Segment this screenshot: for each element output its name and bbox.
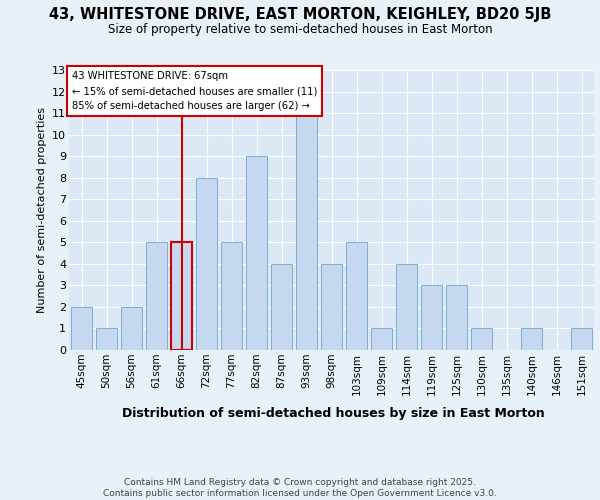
Bar	[571, 328, 592, 350]
Bar	[446, 286, 467, 350]
Text: Contains HM Land Registry data © Crown copyright and database right 2025.
Contai: Contains HM Land Registry data © Crown c…	[103, 478, 497, 498]
Text: Distribution of semi-detached houses by size in East Morton: Distribution of semi-detached houses by …	[122, 408, 544, 420]
Text: 43 WHITESTONE DRIVE: 67sqm
← 15% of semi-detached houses are smaller (11)
85% of: 43 WHITESTONE DRIVE: 67sqm ← 15% of semi…	[71, 72, 317, 111]
Bar	[421, 286, 442, 350]
Bar	[146, 242, 167, 350]
Text: 43, WHITESTONE DRIVE, EAST MORTON, KEIGHLEY, BD20 5JB: 43, WHITESTONE DRIVE, EAST MORTON, KEIGH…	[49, 8, 551, 22]
Bar	[346, 242, 367, 350]
Bar	[246, 156, 267, 350]
Bar	[196, 178, 217, 350]
Bar	[171, 242, 192, 350]
Bar	[396, 264, 417, 350]
Bar	[96, 328, 117, 350]
Bar	[321, 264, 342, 350]
Text: Size of property relative to semi-detached houses in East Morton: Size of property relative to semi-detach…	[107, 22, 493, 36]
Bar	[521, 328, 542, 350]
Bar	[296, 113, 317, 350]
Bar	[221, 242, 242, 350]
Bar	[471, 328, 492, 350]
Bar	[71, 307, 92, 350]
Bar	[121, 307, 142, 350]
Bar	[371, 328, 392, 350]
Y-axis label: Number of semi-detached properties: Number of semi-detached properties	[37, 107, 47, 313]
Bar	[271, 264, 292, 350]
